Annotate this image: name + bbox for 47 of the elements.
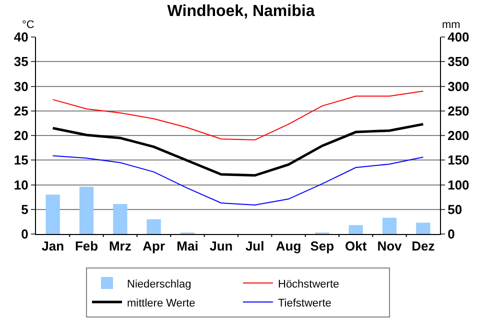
x-tick-label: Jun <box>210 238 233 254</box>
bar <box>79 186 94 234</box>
bar <box>416 222 430 234</box>
y-tick-label: 30 <box>14 78 28 94</box>
y2-axis-title: mm <box>442 19 460 31</box>
line-series <box>52 155 424 206</box>
bar <box>146 219 161 234</box>
y-tick-label: 15 <box>14 152 28 168</box>
y-tick-label: 5 <box>21 202 28 217</box>
x-tick-label: Apr <box>142 238 166 254</box>
y-tick-label: 40 <box>14 30 28 45</box>
line-series <box>52 122 424 177</box>
y-tick-label: 35 <box>14 54 28 70</box>
x-tick-label: Mrz <box>108 238 132 254</box>
bar <box>113 204 128 234</box>
y-tick-label: 25 <box>14 103 28 118</box>
x-tick-label: Sep <box>310 238 334 254</box>
x-tick-label: Dez <box>412 238 436 254</box>
y2-tick-label: 200 <box>448 128 470 144</box>
y2-tick-label: 150 <box>448 152 470 168</box>
y-axis-title: °C <box>22 19 34 31</box>
line-series <box>52 90 424 140</box>
bar <box>348 225 363 234</box>
y2-tick-label: 0 <box>448 226 455 242</box>
x-tick-label: Mai <box>176 238 198 254</box>
y2-tick-label: 400 <box>448 30 470 45</box>
y-tick-label: 20 <box>14 128 28 144</box>
legend-label: Höchstwerte <box>278 278 340 290</box>
y2-tick-label: 350 <box>448 54 470 70</box>
y2-tick-label: 300 <box>448 78 470 94</box>
y-tick-label: 10 <box>14 177 28 192</box>
bar <box>382 218 397 234</box>
x-tick-label: Feb <box>74 238 98 254</box>
legend-label: Niederschlag <box>127 278 192 290</box>
y2-tick-label: 50 <box>448 202 462 217</box>
x-tick-label: Jul <box>245 238 264 254</box>
bar <box>46 194 60 234</box>
chart-title: Windhoek, Namibia <box>167 3 315 20</box>
legend-label: mittlere Werte <box>127 297 196 310</box>
x-tick-label: Nov <box>377 238 403 254</box>
x-tick-label: Okt <box>344 238 368 254</box>
x-tick-label: Jan <box>42 238 64 254</box>
legend-label: Tiefstwerte <box>278 297 332 310</box>
y2-tick-label: 100 <box>448 177 470 192</box>
y-tick-label: 0 <box>21 226 28 242</box>
y2-tick-label: 250 <box>448 103 470 118</box>
x-tick-label: Aug <box>276 238 302 254</box>
